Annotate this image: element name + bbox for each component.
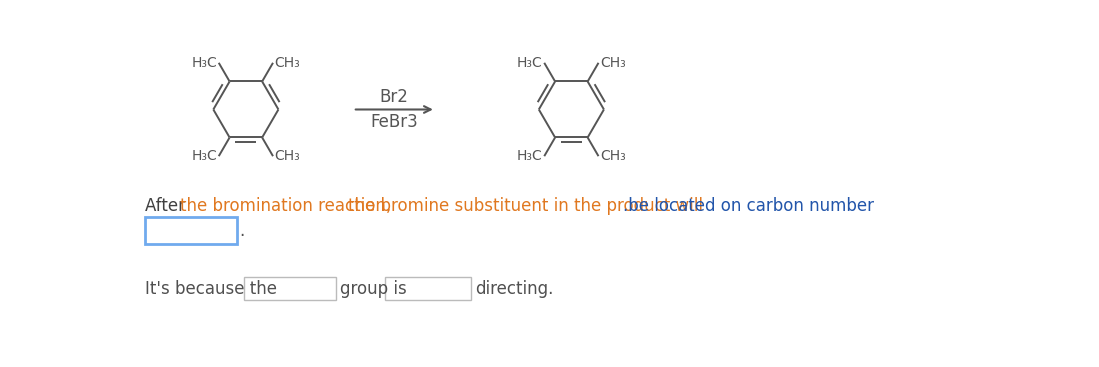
Text: .be located on carbon number: .be located on carbon number [623, 197, 874, 215]
Text: CH₃: CH₃ [600, 149, 625, 163]
Text: the bromine substituent in the product will: the bromine substituent in the product w… [348, 197, 703, 215]
Text: CH₃: CH₃ [275, 149, 300, 163]
Text: group is: group is [341, 280, 407, 298]
Bar [244, 277, 336, 301]
Bar [386, 277, 470, 301]
Text: Br2: Br2 [380, 88, 409, 106]
Text: H₃C: H₃C [517, 149, 543, 163]
Text: FeBr3: FeBr3 [370, 113, 418, 131]
Text: H₃C: H₃C [191, 149, 218, 163]
Text: H₃C: H₃C [191, 56, 218, 70]
Text: After: After [145, 197, 190, 215]
Text: .: . [238, 222, 244, 240]
Bar [145, 217, 236, 244]
Text: the bromination reaction,: the bromination reaction, [180, 197, 397, 215]
Text: It's because the: It's because the [145, 280, 277, 298]
Text: H₃C: H₃C [517, 56, 543, 70]
Text: directing.: directing. [475, 280, 554, 298]
Text: CH₃: CH₃ [275, 56, 300, 70]
Text: CH₃: CH₃ [600, 56, 625, 70]
